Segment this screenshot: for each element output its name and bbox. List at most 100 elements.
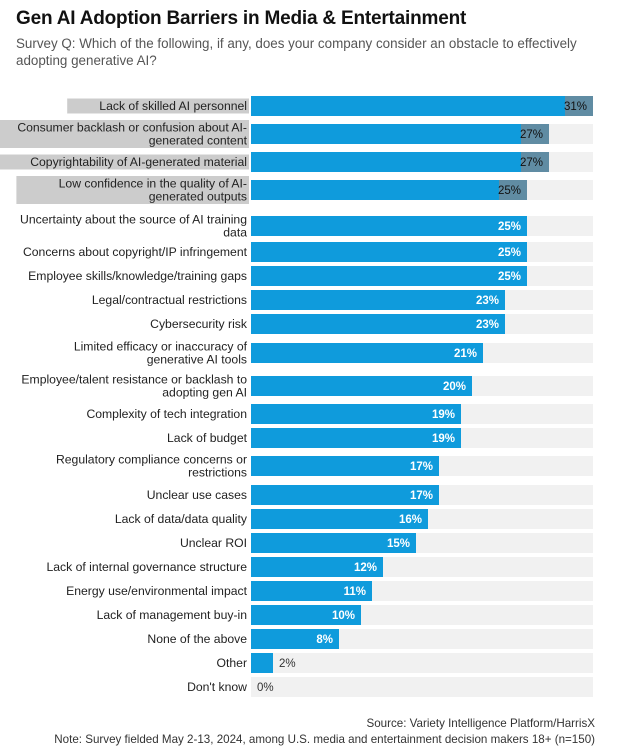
bar-value-label: 10% xyxy=(332,610,355,622)
bar xyxy=(251,509,428,529)
category-label: Low confidence in the quality of AI-gene… xyxy=(59,177,247,204)
bar xyxy=(251,533,416,553)
bar xyxy=(251,242,527,262)
bar xyxy=(251,485,439,505)
category-label-line: generated outputs xyxy=(149,190,247,204)
category-label-line: Energy use/environmental impact xyxy=(66,584,247,598)
category-label-line: Unclear ROI xyxy=(180,536,247,550)
category-label: Other xyxy=(217,656,247,670)
bar-track xyxy=(251,653,593,673)
bar-highlight-overlay xyxy=(565,96,593,116)
bar-value-label: 27% xyxy=(520,129,543,141)
category-label: Don't know xyxy=(187,680,247,694)
category-label: Consumer backlash or confusion about AI-… xyxy=(17,121,247,148)
category-label-line: generative AI tools xyxy=(147,353,247,367)
subtitle-line-2: adopting generative AI? xyxy=(16,52,157,68)
category-label: Lack of data/data quality xyxy=(115,512,248,526)
category-label-line: adopting gen AI xyxy=(162,386,247,400)
bar-value-label: 12% xyxy=(354,562,377,574)
category-label-line: Don't know xyxy=(187,680,247,694)
category-label-line: restrictions xyxy=(188,466,247,480)
bar-value-label: 11% xyxy=(344,586,366,598)
bar-value-label: 0% xyxy=(257,682,274,694)
bar-value-label: 15% xyxy=(387,538,410,550)
bar xyxy=(251,404,461,424)
chart-title: Gen AI Adoption Barriers in Media & Ente… xyxy=(16,8,467,29)
bar xyxy=(251,557,383,577)
bar-value-label: 8% xyxy=(316,634,333,646)
bar-value-label: 19% xyxy=(432,433,455,445)
source-note: Source: Variety Intelligence Platform/Ha… xyxy=(366,717,595,730)
category-label-line: Concerns about copyright/IP infringement xyxy=(23,245,248,259)
bar xyxy=(251,343,483,363)
category-label-line: Lack of management buy-in xyxy=(97,608,247,622)
category-label-line: Lack of skilled AI personnel xyxy=(99,99,247,113)
bar-track xyxy=(251,677,593,697)
bar-value-label: 20% xyxy=(443,381,466,393)
bar xyxy=(251,290,505,310)
category-label: Copyrightability of AI-generated materia… xyxy=(30,155,247,169)
category-label-line: Lack of budget xyxy=(167,431,248,445)
category-label: Lack of budget xyxy=(167,431,248,445)
bar xyxy=(251,96,593,116)
category-label: Regulatory compliance concerns or restric… xyxy=(56,453,247,480)
category-label-highlight xyxy=(0,120,249,148)
category-label-line: Cybersecurity risk xyxy=(150,317,248,331)
category-label-line: Other xyxy=(217,656,247,670)
subtitle-line-1: Survey Q: Which of the following, if any… xyxy=(16,36,577,51)
bar-value-label: 16% xyxy=(399,514,422,526)
bar-value-label: 27% xyxy=(520,157,543,169)
category-label-line: Lack of data/data quality xyxy=(115,512,248,526)
category-label-highlight xyxy=(0,154,250,170)
category-label: Lack of skilled AI personnel xyxy=(99,99,247,113)
bar-value-label: 25% xyxy=(498,247,521,259)
category-label: Employee/talent resistance or backlash t… xyxy=(21,373,247,400)
bar xyxy=(251,180,527,200)
category-label-highlight xyxy=(16,176,250,204)
category-label: Complexity of tech integration xyxy=(86,407,247,421)
category-label: Lack of internal governance structure xyxy=(46,560,247,574)
bar-value-label: 19% xyxy=(432,409,455,421)
category-label-line: Unclear use cases xyxy=(147,488,247,502)
category-label-line: Uncertainty about the source of AI train… xyxy=(20,213,247,227)
bar xyxy=(251,456,439,476)
category-label-line: Complexity of tech integration xyxy=(86,407,247,421)
bar-highlight-overlay xyxy=(521,152,549,172)
category-label: Employee skills/knowledge/training gaps xyxy=(28,269,247,283)
bar xyxy=(251,152,549,172)
category-label: Limited efficacy or inaccuracy of generat… xyxy=(74,340,248,367)
category-label: Unclear use cases xyxy=(147,488,247,502)
bar xyxy=(251,629,339,649)
bar-highlight-overlay xyxy=(499,180,527,200)
bar xyxy=(251,266,527,286)
bar-value-label: 23% xyxy=(476,295,499,307)
bar xyxy=(251,581,372,601)
bar xyxy=(251,124,549,144)
category-label: Concerns about copyright/IP infringement xyxy=(23,245,248,259)
bar xyxy=(251,605,361,625)
bar-value-label: 21% xyxy=(454,348,477,360)
category-label: Lack of management buy-in xyxy=(97,608,247,622)
bar-highlight-overlay xyxy=(521,124,549,144)
bar-value-label: 23% xyxy=(476,319,499,331)
bar xyxy=(251,653,273,673)
bar-value-label: 25% xyxy=(498,221,521,233)
category-label-line: Lack of internal governance structure xyxy=(46,560,247,574)
category-label-line: Employee skills/knowledge/training gaps xyxy=(28,269,247,283)
category-label: Unclear ROI xyxy=(180,536,247,550)
category-label-line: data xyxy=(223,226,247,240)
category-label-line: Employee/talent resistance or backlash t… xyxy=(21,373,247,387)
category-label-line: None of the above xyxy=(147,632,247,646)
category-label-line: Copyrightability of AI-generated materia… xyxy=(30,155,247,169)
bar-value-label: 31% xyxy=(564,101,587,113)
bar-value-label: 17% xyxy=(410,490,433,502)
survey-note: Note: Survey fielded May 2-13, 2024, amo… xyxy=(54,733,595,746)
bar xyxy=(251,428,461,448)
category-label: Legal/contractual restrictions xyxy=(92,293,247,307)
category-label: Energy use/environmental impact xyxy=(66,584,247,598)
category-label-line: Low confidence in the quality of AI- xyxy=(59,177,247,191)
bar xyxy=(251,216,527,236)
bar-value-label: 2% xyxy=(279,658,296,670)
category-label: Uncertainty about the source of AI train… xyxy=(20,213,247,240)
